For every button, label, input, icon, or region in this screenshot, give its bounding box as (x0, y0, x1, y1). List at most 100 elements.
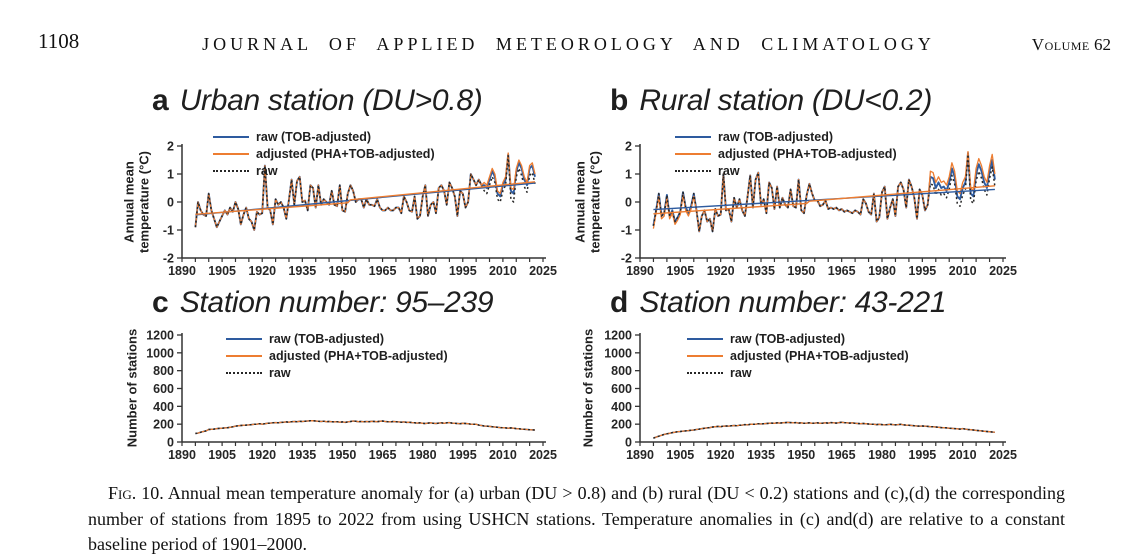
y-tick-label: 1 (167, 168, 174, 182)
panel-d-title-text: Station number: 43-221 (639, 286, 947, 319)
x-tick-label: 1905 (208, 264, 236, 278)
x-tick-label: 1890 (626, 264, 654, 278)
y-tick-label: 400 (611, 400, 632, 414)
x-tick-label: 1950 (329, 264, 357, 278)
x-tick-label: 2010 (489, 448, 517, 462)
y-tick-label: 0 (625, 196, 632, 210)
chart-panel-c: 0 200 400 600 800 1000 1200 1890 1905 1920 1935 195… (140, 308, 560, 472)
legend-item: adjusted (PHA+TOB-adjusted) (213, 145, 435, 162)
x-tick-label: 1920 (248, 264, 276, 278)
x-tick-label: 1935 (288, 264, 316, 278)
y-tick-label: -2 (621, 252, 632, 266)
series-raw (652, 153, 996, 233)
x-tick-label: 1995 (449, 264, 477, 278)
y-axis-label-a-line1: Annual mean (121, 161, 137, 243)
y-tick-label: 1000 (146, 346, 174, 360)
legend-label: adjusted (PHA+TOB-adjusted) (718, 146, 897, 161)
legend-label: raw (TOB-adjusted) (269, 331, 385, 346)
x-tick-label: 2025 (989, 448, 1017, 462)
x-tick-label: 1935 (288, 448, 316, 462)
y-tick-label: 0 (625, 436, 632, 450)
legend-item: raw (TOB-adjusted) (213, 128, 435, 145)
legend-item: raw (TOB-adjusted) (687, 330, 909, 347)
x-tick-label: 1950 (329, 448, 357, 462)
y-tick-label: 200 (611, 418, 632, 432)
x-tick-label: 1980 (409, 448, 437, 462)
x-tick-label: 1890 (168, 448, 196, 462)
chart-panel-b: 2 1 0 -1 -2 1890 1905 1920 1935 1950 1965 1980 1995 2… (598, 118, 1018, 288)
legend-line-sample (226, 371, 262, 374)
legend-line-sample (675, 152, 711, 155)
legend-label: raw (718, 163, 740, 178)
volume-label: Volume 62 (1032, 35, 1111, 55)
legend: raw (TOB-adjusted) adjusted (PHA+TOB-adju… (675, 128, 897, 179)
volume-number: 62 (1094, 35, 1111, 54)
figure-caption-label: Fig. 10. (108, 483, 164, 503)
figure-caption-text: Annual mean temperature anomaly for (a) … (88, 483, 1065, 555)
x-tick-label: 2010 (949, 264, 977, 278)
series-raw-tob-adjusted (195, 419, 536, 435)
y-tick-label: 800 (153, 364, 174, 378)
y-tick-label: 200 (153, 418, 174, 432)
panel-c-title-text: Station number: 95–239 (179, 286, 494, 319)
legend-label: raw (730, 365, 752, 380)
legend-label: raw (TOB-adjusted) (718, 129, 834, 144)
legend-line-sample (226, 354, 262, 357)
panel-c-letter: c (152, 286, 169, 319)
x-tick-label: 1950 (787, 264, 815, 278)
page-number: 1108 (38, 29, 80, 53)
x-tick-label: 1965 (828, 448, 856, 462)
legend-line-sample (213, 169, 249, 172)
panel-d-letter: d (610, 286, 629, 319)
x-tick-label: 1890 (168, 264, 196, 278)
y-axis-label-c: Number of stations (125, 329, 141, 447)
y-tick-label: 400 (153, 400, 174, 414)
y-tick-label: 0 (167, 196, 174, 210)
x-tick-label: 1890 (626, 448, 654, 462)
journal-title: JOURNAL OF APPLIED METEOROLOGY AND CLIMA… (202, 34, 935, 54)
x-tick-label: 1935 (747, 448, 775, 462)
x-tick-label: 1920 (707, 264, 735, 278)
chart-panel-d: 0 200 400 600 800 1000 1200 1890 1905 1920 1935 195… (598, 308, 1018, 472)
x-tick-label: 1995 (908, 448, 936, 462)
y-tick-label: 1200 (146, 329, 174, 343)
x-tick-label: 2025 (529, 264, 557, 278)
y-tick-label: 800 (611, 364, 632, 378)
legend-item: adjusted (PHA+TOB-adjusted) (687, 347, 909, 364)
legend-line-sample (213, 135, 249, 138)
legend-label: adjusted (PHA+TOB-adjusted) (256, 146, 435, 161)
y-tick-label: 600 (611, 382, 632, 396)
x-tick-label: 1980 (868, 264, 896, 278)
y-tick-label: -1 (621, 224, 632, 238)
x-tick-label: 1905 (208, 448, 236, 462)
legend-label: raw (269, 365, 291, 380)
legend-item: raw (213, 162, 435, 179)
y-tick-label: 2 (167, 140, 174, 154)
legend: raw (TOB-adjusted) adjusted (PHA+TOB-adju… (226, 330, 448, 381)
legend-line-sample (675, 169, 711, 172)
y-tick-label: 600 (153, 382, 174, 396)
panel-b-letter: b (610, 84, 629, 117)
x-tick-label: 1965 (828, 264, 856, 278)
legend-item: raw (TOB-adjusted) (226, 330, 448, 347)
x-tick-label: 1965 (369, 448, 397, 462)
series-raw-tob-adjusted (653, 421, 995, 439)
x-tick-label: 1980 (409, 264, 437, 278)
legend-line-sample (226, 337, 262, 340)
x-tick-label: 2025 (529, 448, 557, 462)
legend-item: adjusted (PHA+TOB-adjusted) (675, 145, 897, 162)
legend-label: adjusted (PHA+TOB-adjusted) (269, 348, 448, 363)
series-adjusted-pha-tob-adjusted (653, 421, 995, 439)
y-axis-label-d-line1: Number of stations (580, 328, 596, 448)
legend-item: raw (TOB-adjusted) (675, 128, 897, 145)
panel-b-title-text: Rural station (DU<0.2) (639, 84, 933, 117)
legend-line-sample (687, 371, 723, 374)
x-tick-label: 1995 (908, 264, 936, 278)
series-adjusted-pha-tob-adjusted (195, 420, 536, 435)
series-raw (653, 421, 995, 439)
legend-label: raw (TOB-adjusted) (730, 331, 846, 346)
panel-a-title: a Urban station (DU>0.8) (152, 86, 483, 116)
x-tick-label: 2010 (949, 448, 977, 462)
